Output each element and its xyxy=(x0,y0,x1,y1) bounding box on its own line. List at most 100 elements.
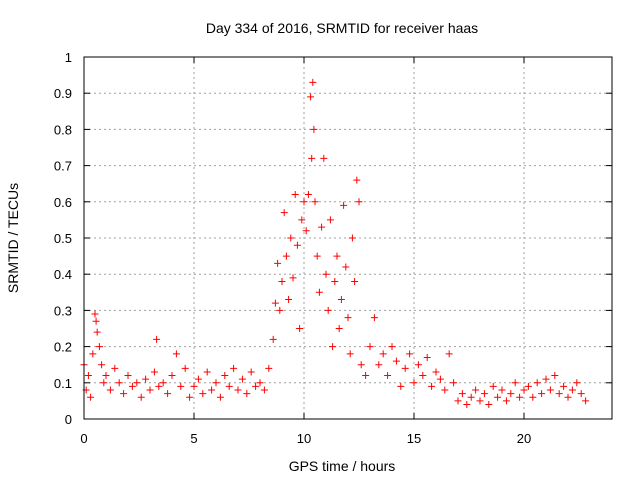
data-point xyxy=(106,386,114,394)
data-point xyxy=(194,375,202,383)
data-point xyxy=(388,343,396,351)
data-point xyxy=(564,393,572,401)
data-point xyxy=(463,401,471,409)
data-point xyxy=(155,382,163,390)
data-point xyxy=(529,393,537,401)
data-point xyxy=(271,299,279,307)
data-point xyxy=(100,379,108,387)
axis-ticks: 00.10.20.30.40.50.60.70.80.910 5 10 15 20 xyxy=(54,50,612,446)
data-point xyxy=(384,372,392,380)
data-point xyxy=(555,390,563,398)
data-point xyxy=(342,263,350,271)
data-point xyxy=(322,270,330,278)
x-tick-label: 5 xyxy=(190,431,197,446)
y-tick-label: 0 xyxy=(65,412,72,427)
data-point xyxy=(533,379,541,387)
data-point xyxy=(502,397,510,405)
data-point xyxy=(287,234,295,242)
data-point xyxy=(348,234,356,242)
data-point xyxy=(333,252,341,260)
data-point xyxy=(230,364,238,372)
data-point xyxy=(582,397,590,405)
data-point xyxy=(355,198,363,206)
y-tick-label: 0.1 xyxy=(54,376,72,391)
data-point xyxy=(177,382,185,390)
data-point xyxy=(414,361,422,369)
data-point xyxy=(311,198,319,206)
data-point xyxy=(87,393,95,401)
data-point xyxy=(520,386,528,394)
data-point xyxy=(494,393,502,401)
data-point xyxy=(274,259,282,267)
data-point xyxy=(445,350,453,358)
data-point xyxy=(282,252,290,260)
x-tick-label: 0 xyxy=(80,431,87,446)
data-point xyxy=(92,317,100,325)
data-point xyxy=(300,198,308,206)
data-point xyxy=(243,390,251,398)
data-point xyxy=(441,386,449,394)
data-point xyxy=(542,375,550,383)
data-point xyxy=(278,277,286,285)
y-tick-label: 0.6 xyxy=(54,195,72,210)
data-point xyxy=(577,390,585,398)
data-point xyxy=(291,191,299,199)
data-point xyxy=(84,372,92,380)
data-point xyxy=(89,350,97,358)
data-point xyxy=(93,328,101,336)
data-point xyxy=(340,201,348,209)
data-point xyxy=(308,154,316,162)
x-tick-label: 15 xyxy=(407,431,421,446)
data-point xyxy=(296,325,304,332)
data-point xyxy=(137,393,145,401)
data-point xyxy=(454,397,462,405)
data-point xyxy=(172,350,180,358)
data-point xyxy=(212,379,220,387)
data-point xyxy=(276,306,284,314)
data-point xyxy=(370,314,378,322)
data-point xyxy=(410,379,418,387)
data-point xyxy=(315,288,323,296)
data-point xyxy=(298,216,306,224)
data-point xyxy=(124,372,132,380)
data-point xyxy=(498,386,506,394)
data-point xyxy=(91,310,99,318)
data-point xyxy=(168,372,176,380)
y-tick-label: 0.9 xyxy=(54,86,72,101)
data-point xyxy=(234,386,242,394)
data-point xyxy=(265,364,273,372)
x-tick-label: 10 xyxy=(297,431,311,446)
data-point xyxy=(428,382,436,390)
y-tick-label: 0.5 xyxy=(54,231,72,246)
data-point xyxy=(111,364,119,372)
data-point xyxy=(353,176,361,184)
data-point xyxy=(256,379,264,387)
data-point xyxy=(304,191,312,199)
data-points xyxy=(80,78,590,409)
data-point xyxy=(419,372,427,380)
data-point xyxy=(181,364,189,372)
x-axis-title: GPS time / hours xyxy=(289,458,396,474)
y-tick-label: 0.2 xyxy=(54,340,72,355)
data-point xyxy=(313,252,321,260)
grid-lines xyxy=(84,57,612,419)
y-tick-label: 0.4 xyxy=(54,267,72,282)
data-point xyxy=(238,375,246,383)
data-point xyxy=(480,390,488,398)
data-point xyxy=(467,393,475,401)
data-point xyxy=(190,382,198,390)
data-point xyxy=(159,379,167,387)
data-point xyxy=(546,386,554,394)
data-point xyxy=(472,386,480,394)
data-point xyxy=(146,386,154,394)
data-point xyxy=(392,357,400,365)
data-point xyxy=(436,375,444,383)
data-point xyxy=(366,343,374,351)
data-point xyxy=(318,223,326,231)
data-point xyxy=(102,372,110,380)
data-point xyxy=(337,296,345,304)
data-point xyxy=(476,397,484,405)
data-point xyxy=(397,382,405,390)
data-point xyxy=(225,382,233,390)
data-point xyxy=(285,296,293,304)
